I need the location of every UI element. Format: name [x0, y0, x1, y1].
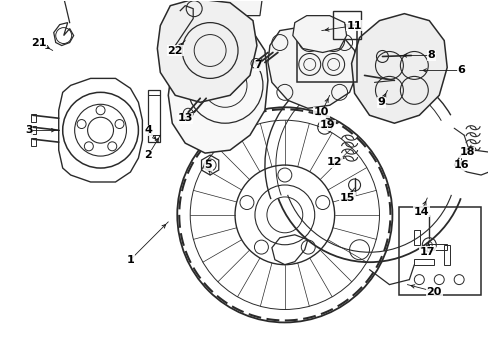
Bar [148, 90, 160, 142]
Text: 18: 18 [458, 147, 474, 157]
Text: 11: 11 [346, 21, 362, 31]
Text: 6: 6 [456, 66, 464, 76]
Bar [296, 24, 356, 82]
Text: 16: 16 [452, 160, 468, 170]
Text: 9: 9 [377, 97, 385, 107]
Text: 13: 13 [177, 113, 193, 123]
Text: 1: 1 [126, 255, 134, 265]
Polygon shape [215, 0, 262, 15]
Polygon shape [168, 14, 267, 153]
Bar [332, 11, 360, 39]
Text: 5: 5 [204, 160, 211, 170]
Bar [413, 259, 433, 265]
Text: 19: 19 [319, 120, 335, 130]
Bar [443, 245, 449, 265]
Polygon shape [292, 15, 346, 53]
Text: 2: 2 [144, 150, 152, 160]
Text: 7: 7 [254, 60, 261, 71]
Polygon shape [267, 26, 357, 108]
Polygon shape [157, 0, 256, 102]
Polygon shape [351, 14, 447, 123]
Text: 14: 14 [413, 207, 428, 217]
Text: 10: 10 [313, 107, 329, 117]
Bar [399, 207, 480, 294]
Text: 20: 20 [426, 287, 441, 297]
Text: 21: 21 [31, 37, 46, 48]
Bar [31, 126, 36, 134]
Bar [31, 138, 36, 146]
Text: 22: 22 [167, 45, 183, 55]
Text: 15: 15 [339, 193, 355, 203]
Bar [413, 230, 420, 245]
Text: 12: 12 [326, 157, 342, 167]
Bar [428, 244, 447, 250]
Bar [31, 114, 36, 122]
Bar [148, 95, 160, 135]
Text: 17: 17 [419, 247, 434, 257]
Text: 4: 4 [144, 125, 152, 135]
Text: 8: 8 [427, 50, 434, 60]
Text: 3: 3 [25, 125, 33, 135]
